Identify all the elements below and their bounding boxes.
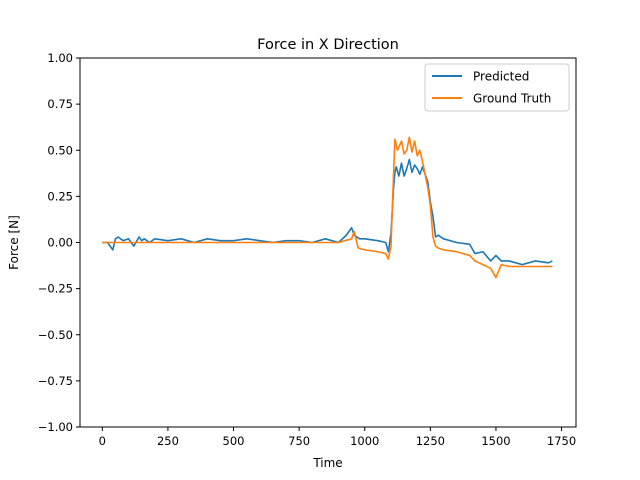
legend-label-ground-truth: Ground Truth — [473, 92, 551, 106]
x-tick-label: 250 — [157, 434, 179, 448]
legend-label-predicted: Predicted — [473, 70, 529, 84]
y-tick-label: −0.50 — [38, 328, 73, 342]
x-tick-label: 0 — [99, 434, 106, 448]
x-tick-label: 1250 — [416, 434, 445, 448]
y-tick-label: −0.75 — [38, 374, 73, 388]
x-tick-label: 1000 — [350, 434, 379, 448]
y-tick-label: 1.00 — [47, 51, 73, 65]
series-line-ground-truth — [102, 136, 553, 279]
x-tick-label: 750 — [288, 434, 310, 448]
y-axis-label: Force [N] — [7, 215, 21, 270]
y-tick-label: 0.25 — [47, 189, 73, 203]
x-tick-label: 500 — [223, 434, 245, 448]
x-tick-label: 1750 — [547, 434, 576, 448]
plot-lines — [102, 136, 553, 279]
x-axis-ticks: 0 250 500 750 1000 1250 1500 1750 — [99, 427, 576, 448]
y-tick-label: 0.50 — [47, 143, 73, 157]
x-tick-label: 1500 — [481, 434, 510, 448]
y-tick-label: −1.00 — [38, 420, 73, 434]
y-tick-label: 0.75 — [47, 97, 73, 111]
legend: Predicted Ground Truth — [424, 63, 570, 112]
y-tick-label: 0.00 — [47, 236, 73, 250]
chart-title: Force in X Direction — [257, 37, 399, 53]
x-axis-label: Time — [312, 456, 342, 470]
y-tick-label: −0.25 — [38, 282, 73, 296]
y-axis-ticks: −1.00 −0.75 −0.50 −0.25 0.00 0.25 0.50 0.75 1.00 — [38, 51, 80, 434]
